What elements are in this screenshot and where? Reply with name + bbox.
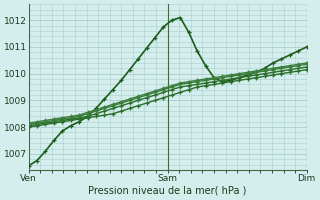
X-axis label: Pression niveau de la mer( hPa ): Pression niveau de la mer( hPa ) [88,186,247,196]
